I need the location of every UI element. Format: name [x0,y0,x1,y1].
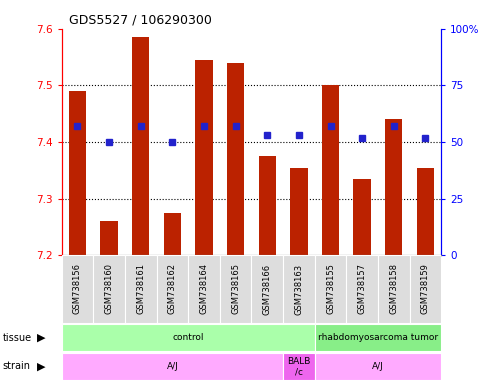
Text: GSM738164: GSM738164 [200,263,209,314]
Bar [378,255,410,323]
Bar [290,167,308,255]
Bar [62,353,283,380]
Bar [125,255,157,323]
Text: GDS5527 / 106290300: GDS5527 / 106290300 [69,13,212,26]
Bar [227,63,245,255]
Text: BALB
/c: BALB /c [287,357,311,376]
Text: GSM738165: GSM738165 [231,263,240,314]
Text: rhabdomyosarcoma tumor: rhabdomyosarcoma tumor [318,333,438,342]
Bar [346,255,378,323]
Text: GSM738162: GSM738162 [168,263,177,314]
Bar [164,213,181,255]
Bar [315,353,441,380]
Text: strain: strain [2,361,31,371]
Bar [195,60,212,255]
Text: GSM738160: GSM738160 [105,263,113,314]
Bar [283,353,315,380]
Bar [283,255,315,323]
Text: GSM738156: GSM738156 [73,263,82,314]
Bar [69,91,86,255]
Text: A/J: A/J [167,362,178,371]
Bar [251,255,283,323]
Text: GSM738155: GSM738155 [326,263,335,314]
Bar [188,255,220,323]
Text: GSM738159: GSM738159 [421,263,430,314]
Bar [93,255,125,323]
Text: ▶: ▶ [36,333,45,343]
Text: GSM738158: GSM738158 [389,263,398,314]
Text: GSM738163: GSM738163 [294,263,303,314]
Bar [410,255,441,323]
Bar [220,255,251,323]
Text: A/J: A/J [372,362,384,371]
Bar [322,85,339,255]
Bar [132,37,149,255]
Bar [417,167,434,255]
Text: control: control [173,333,204,342]
Bar [385,119,402,255]
Bar [156,255,188,323]
Text: tissue: tissue [2,333,32,343]
Text: GSM738161: GSM738161 [136,263,145,314]
Bar [353,179,371,255]
Bar [315,324,441,351]
Bar [101,221,118,255]
Bar [62,255,93,323]
Bar [62,324,315,351]
Bar [258,156,276,255]
Text: ▶: ▶ [36,361,45,371]
Bar [315,255,346,323]
Text: GSM738157: GSM738157 [357,263,367,314]
Text: GSM738166: GSM738166 [263,263,272,314]
